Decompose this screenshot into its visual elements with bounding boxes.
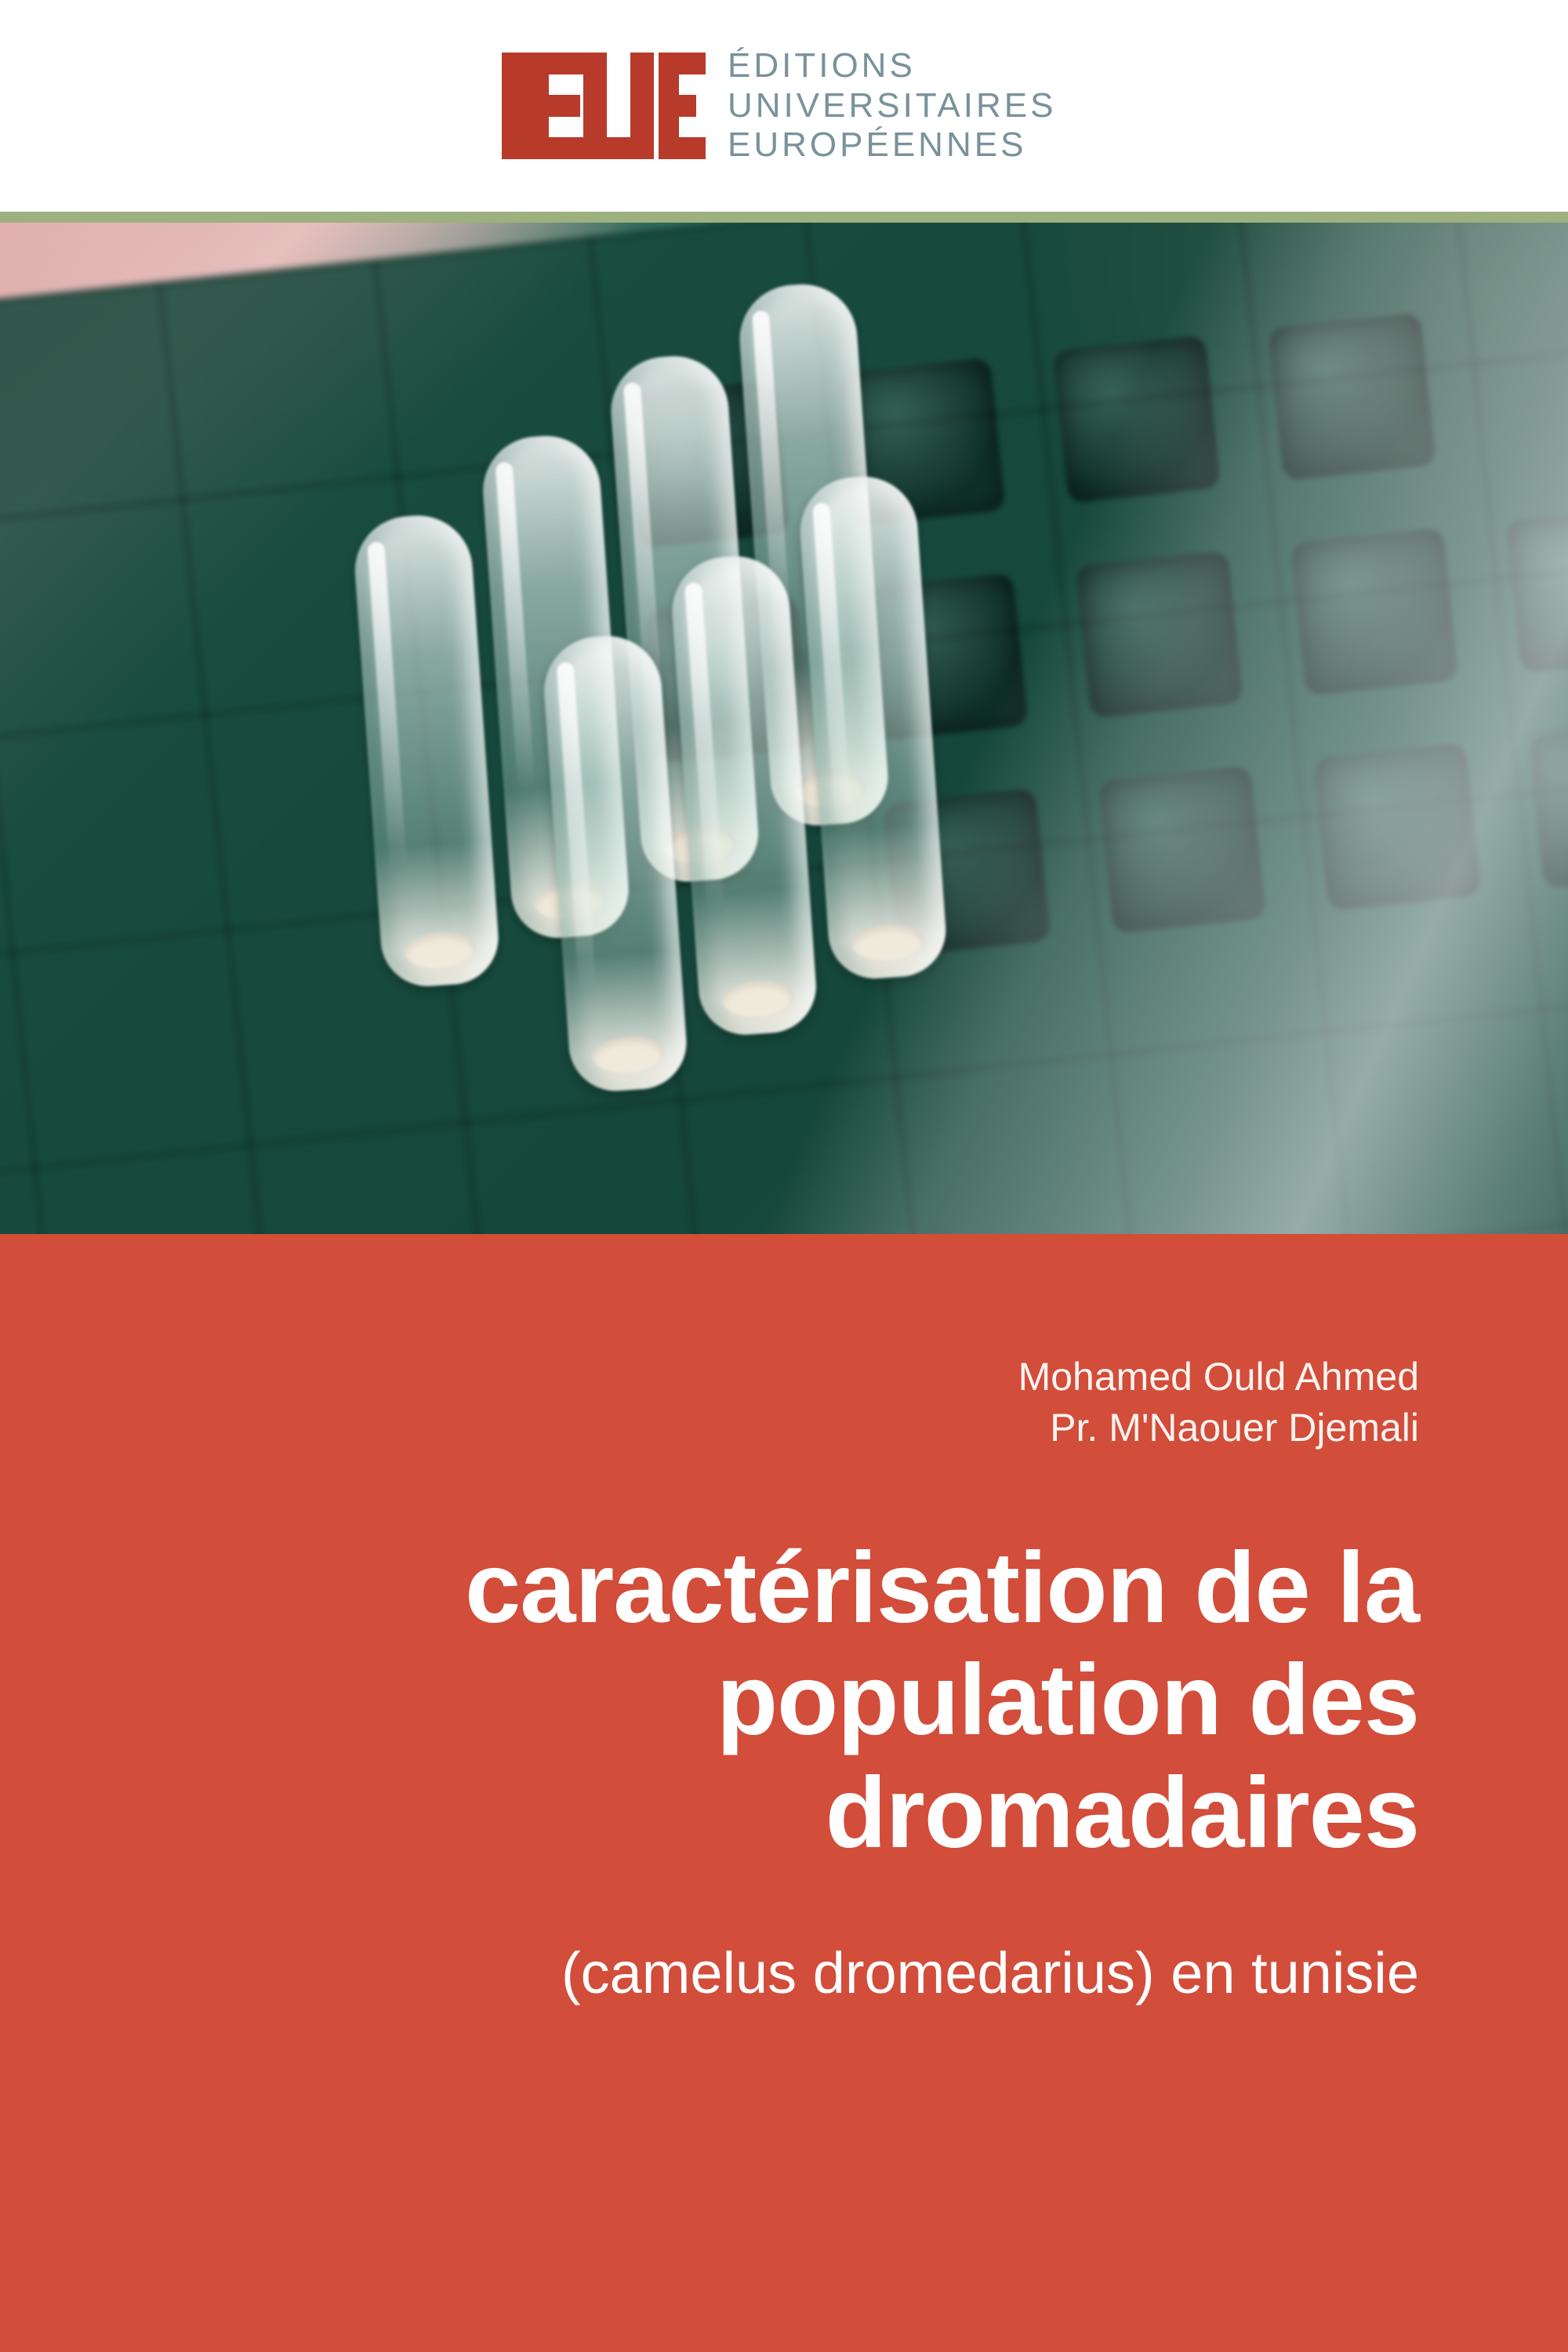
rack-well: [1313, 742, 1482, 911]
rack-well: [1268, 313, 1436, 481]
book-title: caractérisation de la population des dro…: [0, 1532, 1419, 1869]
publisher-line-1: ÉDITIONS: [728, 46, 1056, 86]
author-line-2: Pr. M'Naouer Djemali: [0, 1403, 1419, 1454]
title-line-3: dromadaires: [0, 1757, 1419, 1869]
publisher-line-3: EUROPÉENNES: [728, 125, 1056, 165]
author-line-1: Mohamed Ould Ahmed: [0, 1352, 1419, 1403]
book-subtitle: (camelus dromedarius) en tunisie: [0, 1940, 1419, 2006]
title-line-1: caractérisation de la: [0, 1532, 1419, 1644]
rack-well: [1098, 765, 1266, 934]
publisher-logo-block: ÉDITIONS UNIVERSITAIRES EUROPÉENNES: [502, 43, 1056, 169]
book-cover: ÉDITIONS UNIVERSITAIRES EUROPÉENNES: [0, 0, 1568, 2352]
header-bar: ÉDITIONS UNIVERSITAIRES EUROPÉENNES: [0, 0, 1568, 212]
cover-photo: [0, 223, 1568, 1234]
publisher-line-2: UNIVERSITAIRES: [728, 86, 1056, 126]
header-divider: [0, 212, 1568, 223]
rack-well: [1075, 550, 1243, 719]
title-line-2: population des: [0, 1644, 1419, 1756]
rack-well: [1053, 335, 1221, 503]
title-panel: Mohamed Ould Ahmed Pr. M'Naouer Djemali …: [0, 1234, 1568, 2352]
rack-well: [1290, 528, 1459, 696]
eue-logo-icon: [502, 43, 706, 169]
authors-block: Mohamed Ould Ahmed Pr. M'Naouer Djemali: [0, 1352, 1419, 1454]
publisher-name: ÉDITIONS UNIVERSITAIRES EUROPÉENNES: [728, 46, 1056, 165]
